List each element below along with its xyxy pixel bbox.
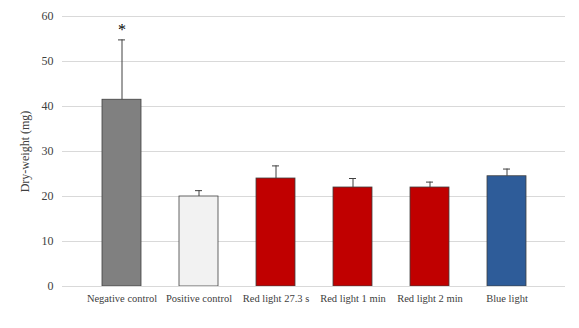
svg-text:20: 20 xyxy=(42,189,54,203)
svg-text:10: 10 xyxy=(42,234,54,248)
svg-text:Red light 2 min: Red light 2 min xyxy=(397,293,463,304)
svg-text:Positive control: Positive control xyxy=(166,293,232,304)
svg-text:60: 60 xyxy=(42,9,54,23)
svg-text:30: 30 xyxy=(42,144,54,158)
svg-text:Dry-weight (mg): Dry-weight (mg) xyxy=(18,111,32,193)
svg-text:Blue light: Blue light xyxy=(486,293,528,304)
svg-text:*: * xyxy=(118,21,126,38)
svg-text:50: 50 xyxy=(42,54,54,68)
svg-text:Negative control: Negative control xyxy=(87,293,157,304)
svg-text:Red light 1 min: Red light 1 min xyxy=(320,293,386,304)
svg-text:0: 0 xyxy=(48,279,54,293)
svg-text:Red light 27.3 s: Red light 27.3 s xyxy=(243,293,310,304)
svg-text:40: 40 xyxy=(42,99,54,113)
